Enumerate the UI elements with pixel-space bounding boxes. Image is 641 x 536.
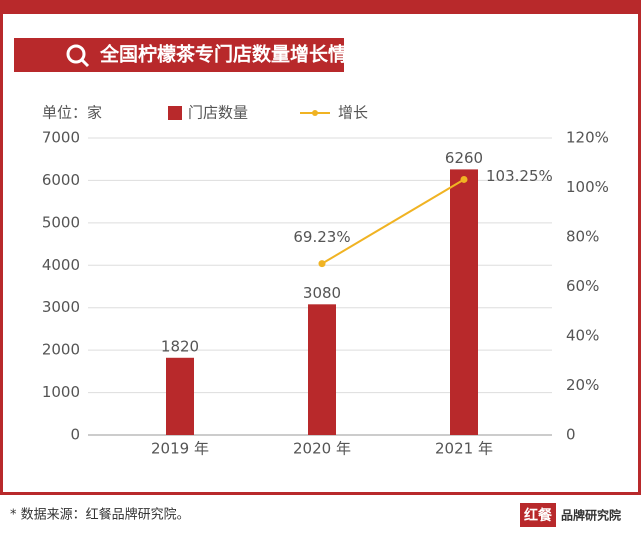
line-point <box>460 175 468 183</box>
y2-tick-label: 60% <box>566 277 599 295</box>
line-value-label: 103.25% <box>486 167 553 185</box>
y2-tick-label: 100% <box>566 178 609 196</box>
legend-label: 增长 <box>338 104 368 122</box>
y2-tick-label: 80% <box>566 228 599 246</box>
bar <box>450 169 478 435</box>
y-axis-unit: 单位：家 <box>42 104 102 122</box>
footer-source: * 数据来源：红餐品牌研究院。 <box>10 507 190 523</box>
x-tick-label: 2020 年 <box>293 440 351 458</box>
y-tick-label: 7000 <box>42 129 80 147</box>
top-band <box>0 0 641 14</box>
y-tick-label: 0 <box>70 426 80 444</box>
logo-box <box>520 503 556 527</box>
y-tick-label: 2000 <box>42 341 80 359</box>
chart-title: 全国柠檬茶专门店数量增长情况 <box>99 43 366 66</box>
bar-value-label: 6260 <box>445 149 483 167</box>
y2-tick-label: 0 <box>566 426 576 444</box>
line-point <box>318 260 326 268</box>
search-icon-handle <box>80 58 90 68</box>
y2-tick-label: 120% <box>566 129 609 147</box>
y-tick-label: 1000 <box>42 383 80 401</box>
legend-swatch-dot <box>312 110 318 116</box>
y-tick-label: 6000 <box>42 171 80 189</box>
bar-value-label: 1820 <box>161 337 199 355</box>
legend-swatch-bar <box>168 106 182 120</box>
logo-sub: 品牌研究院 <box>561 508 621 523</box>
line-value-label: 69.23% <box>293 228 350 246</box>
line <box>321 178 465 265</box>
y-tick-label: 3000 <box>42 298 80 316</box>
y-tick-label: 5000 <box>42 213 80 231</box>
bar-value-label: 3080 <box>303 284 341 302</box>
legend-label: 门店数量 <box>188 104 248 122</box>
search-icon <box>66 44 86 64</box>
logo-main: 红餐 <box>524 507 553 524</box>
y2-tick-label: 40% <box>566 327 599 345</box>
y2-tick-label: 20% <box>566 376 599 394</box>
x-tick-label: 2019 年 <box>151 440 209 458</box>
x-tick-label: 2021 年 <box>435 440 493 458</box>
y-tick-label: 4000 <box>42 256 80 274</box>
bar <box>308 304 336 435</box>
bar <box>166 357 194 435</box>
